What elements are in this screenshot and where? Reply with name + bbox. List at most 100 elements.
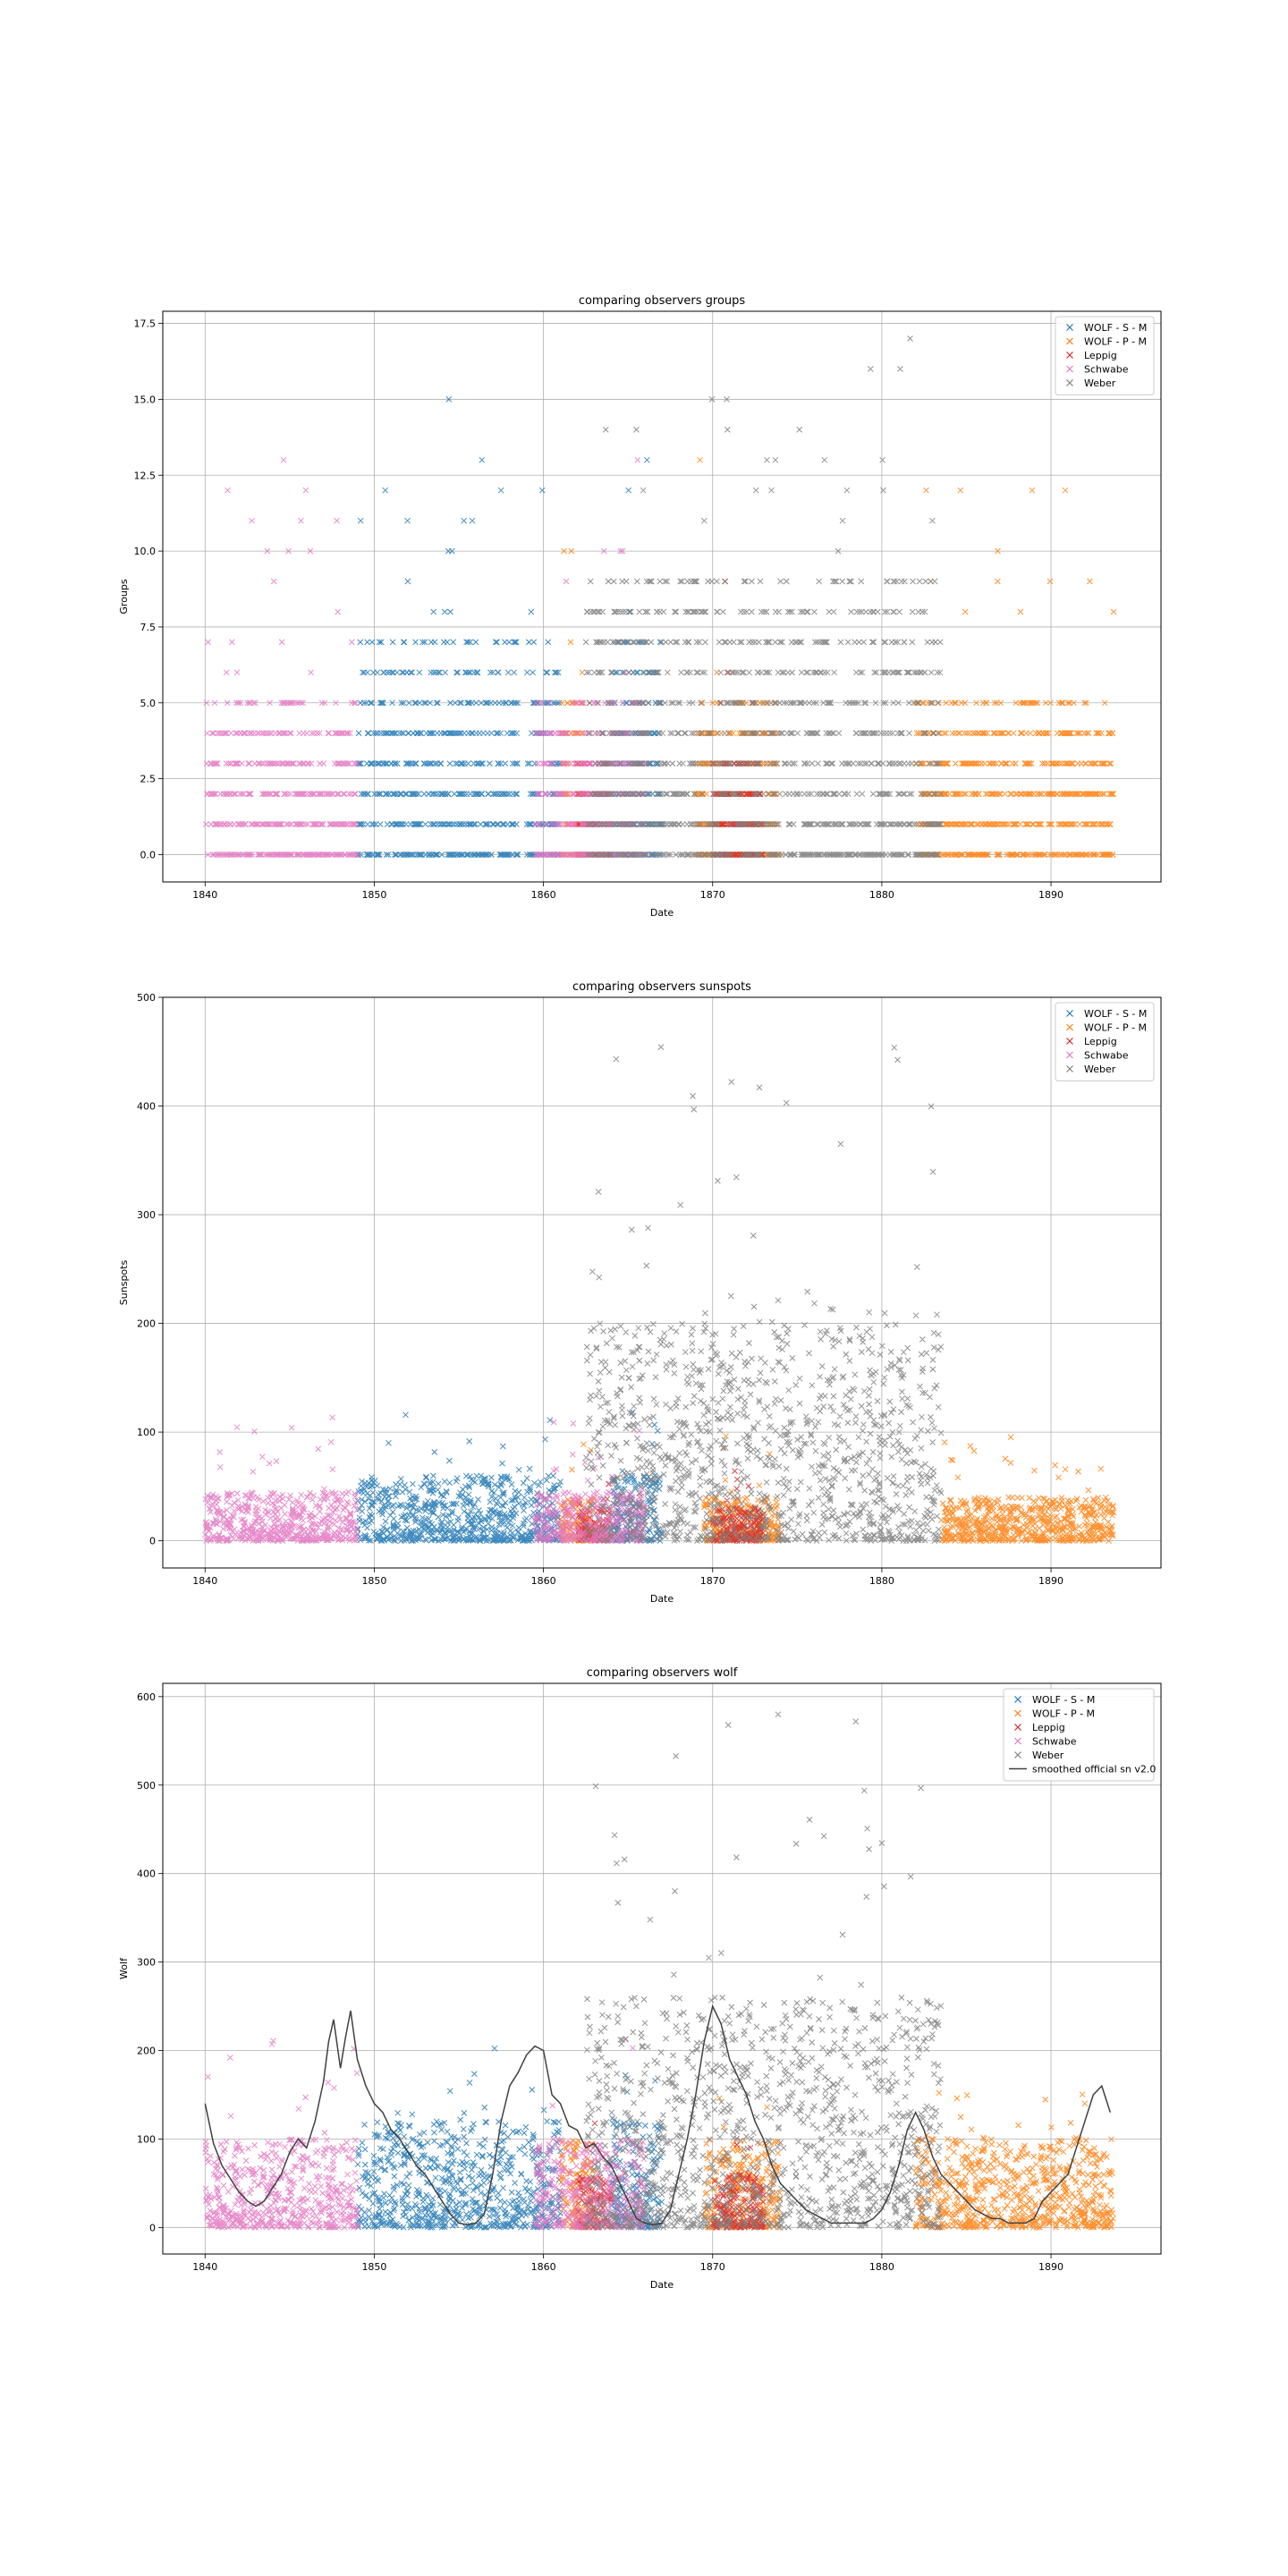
series-schwabe xyxy=(202,2035,648,2231)
legend-marker xyxy=(1066,1010,1073,1017)
x-tick-label: 1890 xyxy=(1038,889,1063,901)
x-axis-label: Date xyxy=(650,2279,674,2291)
series-markers xyxy=(354,2045,665,2231)
chart-title: comparing observers groups xyxy=(579,294,746,308)
grid xyxy=(163,311,1161,882)
scatter-points xyxy=(202,1711,1116,2231)
legend-label: WOLF - P - M xyxy=(1084,336,1147,348)
legend-marker xyxy=(1014,1737,1021,1745)
legend-marker xyxy=(1066,1065,1073,1072)
y-tick-label: 200 xyxy=(137,2045,156,2056)
legend-marker xyxy=(1014,1709,1021,1717)
legend-marker xyxy=(1066,379,1073,386)
x-axis-label: Date xyxy=(650,1593,674,1605)
series-markers xyxy=(202,456,648,858)
x-tick-label: 1870 xyxy=(700,889,725,901)
chart-title: comparing observers wolf xyxy=(587,1666,738,1680)
series-markers xyxy=(354,1410,665,1544)
y-axis-label: Groups xyxy=(118,579,130,614)
x-tick-label: 1840 xyxy=(192,2261,217,2273)
smoothed-line xyxy=(204,2004,1112,2226)
legend-marker xyxy=(1014,1696,1021,1703)
series-markers xyxy=(557,456,1117,858)
series-leppig xyxy=(574,578,767,858)
y-tick-label: 2.5 xyxy=(140,774,157,785)
legend-marker xyxy=(1066,365,1073,373)
y-tick-label: 500 xyxy=(137,992,156,1004)
y-tick-label: 600 xyxy=(137,1691,156,1703)
series-weber xyxy=(582,335,945,858)
legend-marker xyxy=(1014,1724,1021,1731)
y-tick-label: 15.0 xyxy=(134,394,157,405)
y-axis-label: Wolf xyxy=(118,1957,130,1979)
legend-label: WOLF - P - M xyxy=(1084,1022,1147,1034)
legend-label: WOLF - S - M xyxy=(1084,1008,1147,1020)
y-tick-label: 0 xyxy=(149,1536,156,1547)
grid xyxy=(163,996,1161,1568)
y-tick-label: 17.5 xyxy=(134,318,157,330)
x-tick-label: 1850 xyxy=(361,889,386,901)
legend-label: WOLF - S - M xyxy=(1084,322,1147,334)
series-markers xyxy=(582,1711,945,2231)
y-tick-label: 300 xyxy=(137,1957,156,1969)
x-tick-label: 1860 xyxy=(531,2261,556,2273)
x-tick-label: 1850 xyxy=(361,1575,386,1587)
y-tick-label: 0.0 xyxy=(140,849,157,860)
x-tick-label: 1850 xyxy=(361,2261,386,2273)
scatter-points xyxy=(202,335,1117,858)
y-tick-label: 5.0 xyxy=(140,698,157,709)
x-tick-label: 1890 xyxy=(1038,2261,1063,2273)
legend-marker xyxy=(1066,352,1073,359)
axes-frame xyxy=(162,1682,1162,2255)
legend-marker xyxy=(1066,1023,1073,1031)
chart-panel-1: comparing observers groups 1840 1850 1860 18… xyxy=(118,294,1162,919)
legend-marker xyxy=(1066,337,1073,345)
chart-title: comparing observers sunspots xyxy=(572,980,751,994)
series-markers xyxy=(202,2035,648,2231)
y-tick-label: 12.5 xyxy=(134,470,157,481)
y-tick-label: 500 xyxy=(137,1780,156,1792)
x-tick-label: 1880 xyxy=(869,2261,894,2273)
legend-label: WOLF - P - M xyxy=(1032,1708,1095,1720)
legend-box xyxy=(1003,1688,1155,1782)
series-markers xyxy=(582,335,945,858)
series-wolf-s-m xyxy=(354,2045,665,2231)
y-tick-label: 300 xyxy=(137,1209,156,1221)
legend-label: Weber xyxy=(1084,1063,1116,1075)
y-tick-label: 100 xyxy=(137,2133,156,2145)
x-tick-label: 1870 xyxy=(700,1575,725,1587)
series-weber xyxy=(582,1711,945,2231)
axes-frame xyxy=(162,310,1162,883)
legend-label: Leppig xyxy=(1084,350,1117,361)
y-tick-label: 400 xyxy=(137,1101,156,1113)
y-tick-label: 0 xyxy=(149,2222,156,2233)
series-weber xyxy=(582,1044,945,1544)
legend-label: Weber xyxy=(1084,377,1116,389)
x-tick-label: 1840 xyxy=(192,1575,217,1587)
x-tick-label: 1860 xyxy=(531,1575,556,1587)
series-wolf-p-m xyxy=(557,456,1117,858)
series-markers xyxy=(582,1044,945,1544)
series-wolf-s-m xyxy=(354,1410,665,1544)
x-tick-label: 1870 xyxy=(700,2261,725,2273)
series-markers xyxy=(574,578,767,858)
y-tick-label: 400 xyxy=(137,1868,156,1880)
y-axis-label: Sunspots xyxy=(118,1260,130,1306)
legend-label: Leppig xyxy=(1032,1722,1065,1733)
x-tick-label: 1880 xyxy=(869,889,894,901)
x-tick-label: 1860 xyxy=(531,889,556,901)
y-tick-label: 100 xyxy=(137,1427,156,1438)
x-tick-label: 1890 xyxy=(1038,1575,1063,1587)
x-tick-label: 1840 xyxy=(192,889,217,901)
legend-label: WOLF - S - M xyxy=(1032,1694,1095,1706)
legend-box xyxy=(1055,316,1155,395)
legend-label: smoothed official sn v2.0 xyxy=(1032,1764,1156,1775)
legend-label: Schwabe xyxy=(1084,1050,1129,1062)
y-tick-label: 10.0 xyxy=(134,546,157,557)
legend-marker xyxy=(1066,1038,1073,1045)
chart-panel-3: comparing observers wolf 1840 1850 1860 1870… xyxy=(118,1666,1162,2291)
